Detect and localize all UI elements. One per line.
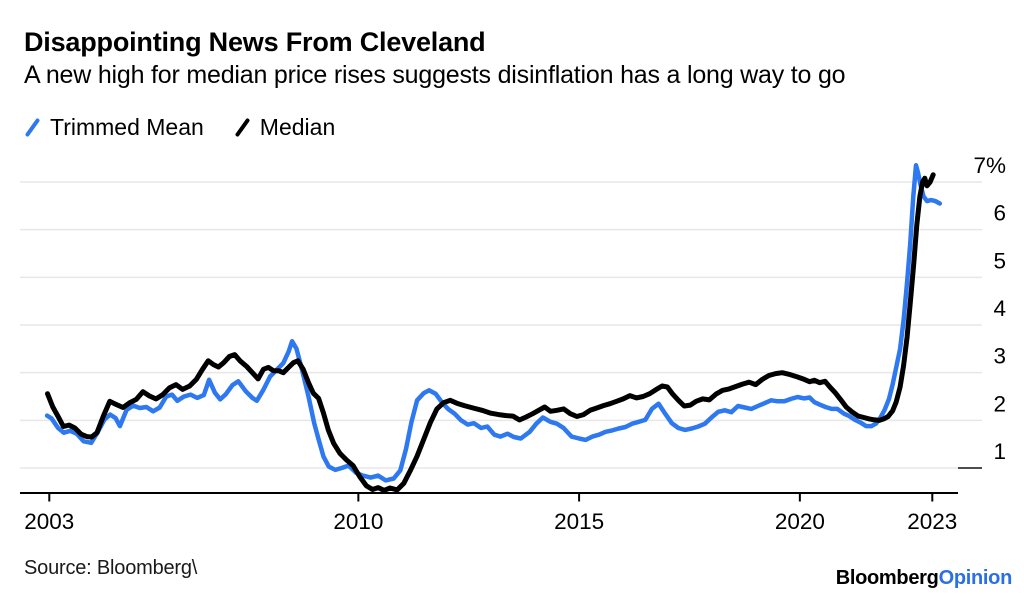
chart-legend: Trimmed Mean Median	[24, 114, 335, 141]
y-axis-label-6: 6	[993, 201, 1006, 226]
y-axis-label-7: 7%	[973, 153, 1006, 178]
series-line-trimmed-mean	[44, 163, 943, 483]
logo-bloomberg: Bloomberg	[835, 567, 939, 589]
chart-subtitle: A new high for median price rises sugges…	[24, 61, 846, 89]
y-axis-label-4: 4	[993, 296, 1006, 321]
bloomberg-opinion-logo: BloombergOpinion	[835, 567, 1013, 590]
series-line-median	[45, 172, 936, 493]
y-axis-label-3: 3	[993, 344, 1006, 369]
y-axis-label-2: 2	[993, 391, 1006, 416]
x-axis-label-2003: 2003	[24, 509, 74, 534]
source-credit: Source: Bloomberg\	[24, 557, 198, 579]
legend-label-median: Median	[259, 114, 336, 140]
y-axis-label-5: 5	[993, 248, 1006, 273]
x-axis-label-2020: 2020	[775, 509, 825, 534]
y-axis-label-1: 1	[993, 439, 1006, 464]
x-axis-label-2010: 2010	[333, 509, 383, 534]
legend-item-trimmed-mean: Trimmed Mean	[24, 114, 204, 141]
x-axis-label-2015: 2015	[554, 509, 604, 534]
page-title: Disappointing News From Cleveland	[24, 27, 486, 57]
x-axis-label-2023: 2023	[907, 509, 957, 534]
logo-opinion: Opinion	[938, 567, 1013, 589]
trimmed-mean-slash-icon	[25, 118, 40, 137]
median-slash-icon	[235, 118, 250, 137]
legend-item-median: Median	[234, 114, 335, 141]
legend-label-trimmed-mean: Trimmed Mean	[50, 114, 204, 140]
